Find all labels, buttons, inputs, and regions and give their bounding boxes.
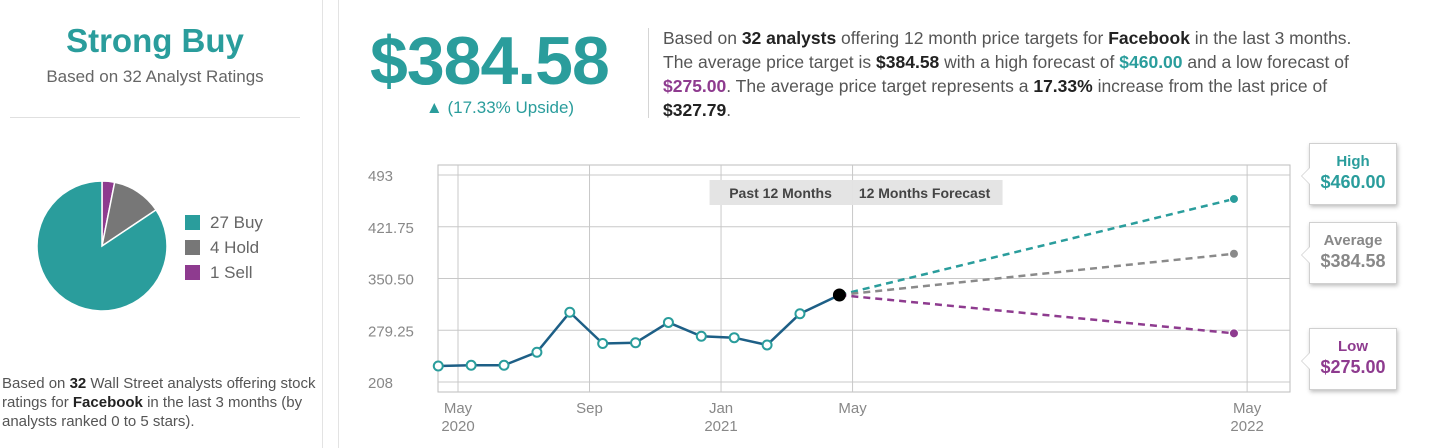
y-tick-label: 208 <box>368 375 393 392</box>
legend-label-buy: 27 Buy <box>210 212 263 232</box>
panel-divider <box>322 0 323 448</box>
hold-swatch <box>185 240 200 255</box>
x-tick-label: May <box>838 400 867 417</box>
low-value: $275.00 <box>1320 357 1386 377</box>
company-name: Facebook <box>72 394 143 411</box>
divider <box>10 117 300 118</box>
history-point <box>597 338 609 350</box>
price-target-summary: Based on 32 analysts offering 12 month p… <box>663 28 1352 120</box>
y-tick-label: 350.50 <box>368 272 414 289</box>
history-point <box>465 359 477 371</box>
x-tick-year: 2021 <box>704 418 737 435</box>
history-point <box>564 306 576 318</box>
forecast-point-average <box>1228 248 1239 259</box>
last-price-point <box>832 288 846 302</box>
past-period-label: Past 12 Months <box>729 185 832 201</box>
forecast-period-label: 12 Months Forecast <box>859 185 991 201</box>
x-tick-label: May <box>1233 400 1262 417</box>
forecast-point-low <box>1228 328 1239 339</box>
upside-percent: (17.33% Upside) <box>447 98 575 117</box>
rating-panel: Strong Buy Based on 32 Analyst Ratings 2… <box>0 0 322 448</box>
forecast-point-high <box>1228 193 1239 204</box>
history-point <box>695 330 707 342</box>
history-point <box>794 308 806 320</box>
panel-divider-inner <box>338 0 339 448</box>
history-point <box>498 359 510 371</box>
rating-subtitle: Based on 32 Analyst Ratings <box>46 67 264 86</box>
y-tick-label: 493 <box>368 168 393 185</box>
history-point <box>531 346 543 358</box>
legend-item-sell: 1 Sell <box>185 260 263 285</box>
forecast-line-high <box>839 197 1235 297</box>
x-tick-label: Jan <box>709 400 733 417</box>
high-value: $460.00 <box>1320 172 1386 192</box>
ratings-legend: 27 Buy 4 Hold 1 Sell <box>185 210 263 285</box>
legend-label-hold: 4 Hold <box>210 237 260 257</box>
forecast-line-average <box>839 252 1235 297</box>
y-tick-label: 279.25 <box>368 323 414 340</box>
past-period-bg <box>709 180 853 205</box>
history-point <box>662 316 674 328</box>
forecast-line-low <box>839 293 1235 335</box>
forecast-period-bg <box>852 180 1003 205</box>
history-point <box>432 360 444 372</box>
up-arrow-icon: ▲ <box>425 98 443 117</box>
analyst-count: 32 <box>69 375 87 392</box>
pie-slice-buy <box>36 180 168 312</box>
average-price-target: $384.58 <box>370 23 610 99</box>
average-value: $384.58 <box>1320 251 1386 271</box>
average-label: Average <box>1323 232 1383 249</box>
upside-indicator: ▲ (17.33% Upside) <box>370 98 630 118</box>
x-tick-year: 2022 <box>1230 418 1263 435</box>
legend-item-buy: 27 Buy <box>185 210 263 235</box>
legend-label-sell: 1 Sell <box>210 262 253 282</box>
sell-swatch <box>185 265 200 280</box>
ratings-pie-chart <box>36 180 168 312</box>
x-tick-label: Sep <box>576 400 603 417</box>
history-point <box>728 332 740 344</box>
low-forecast-callout: Low $275.00 <box>1302 328 1397 390</box>
ratings-description: Based on 32 Wall Street analysts offerin… <box>2 375 316 430</box>
x-tick-label: May <box>444 400 473 417</box>
y-tick-label: 421.75 <box>368 220 414 237</box>
low-label: Low <box>1338 338 1368 355</box>
history-point <box>630 337 642 349</box>
history-point <box>761 339 773 351</box>
high-forecast-callout: High $460.00 <box>1302 143 1397 205</box>
high-label: High <box>1336 153 1370 170</box>
summary-divider <box>648 28 649 118</box>
x-tick-year: 2020 <box>441 418 474 435</box>
average-forecast-callout: Average $384.58 <box>1302 222 1397 284</box>
consensus-rating: Strong Buy <box>66 22 244 59</box>
buy-swatch <box>185 215 200 230</box>
legend-item-hold: 4 Hold <box>185 235 263 260</box>
